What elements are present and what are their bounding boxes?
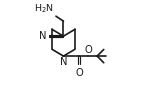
Text: H$_2$N: H$_2$N <box>34 2 54 15</box>
Text: O: O <box>85 45 92 55</box>
Text: N: N <box>60 57 67 67</box>
Text: O: O <box>75 68 83 78</box>
Text: N: N <box>39 31 47 41</box>
